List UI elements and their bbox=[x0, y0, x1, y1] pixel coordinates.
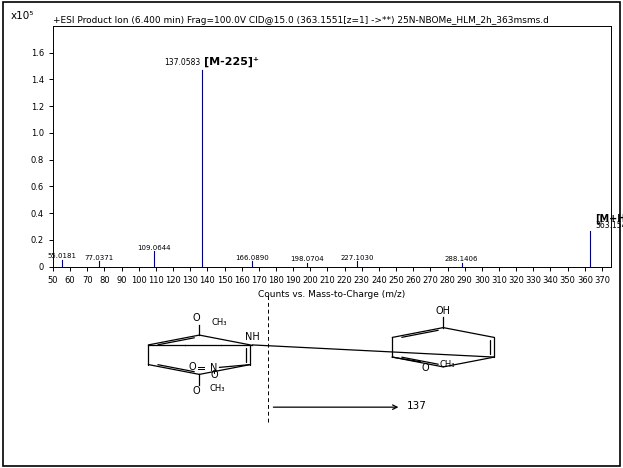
Text: 137: 137 bbox=[407, 401, 427, 411]
Text: 137.0583: 137.0583 bbox=[164, 58, 201, 67]
Text: 166.0890: 166.0890 bbox=[235, 255, 269, 261]
Text: 109.0644: 109.0644 bbox=[138, 245, 171, 251]
Text: 55.0181: 55.0181 bbox=[47, 253, 76, 259]
Text: O: O bbox=[421, 363, 429, 373]
X-axis label: Counts vs. Mass-to-Charge (m/z): Counts vs. Mass-to-Charge (m/z) bbox=[258, 290, 406, 300]
Text: 77.0371: 77.0371 bbox=[85, 255, 114, 261]
Text: CH₃: CH₃ bbox=[212, 318, 227, 328]
Text: 288.1406: 288.1406 bbox=[445, 256, 478, 263]
Text: O: O bbox=[193, 386, 201, 396]
Text: +ESI Product Ion (6.400 min) Frag=100.0V CID@15.0 (363.1551[z=1] ->**) 25N-NBOMe: +ESI Product Ion (6.400 min) Frag=100.0V… bbox=[53, 16, 549, 25]
Text: CH₃: CH₃ bbox=[209, 384, 225, 393]
Text: O: O bbox=[193, 314, 201, 323]
Text: O: O bbox=[189, 362, 196, 372]
Text: N: N bbox=[210, 363, 217, 373]
Text: [M+H]⁺: [M+H]⁺ bbox=[596, 214, 623, 224]
Text: 227.1030: 227.1030 bbox=[340, 255, 374, 261]
Text: [M-225]⁺: [M-225]⁺ bbox=[204, 57, 259, 67]
Text: 363.1549: 363.1549 bbox=[596, 221, 623, 230]
Text: 198.0704: 198.0704 bbox=[290, 256, 324, 262]
Text: CH₃: CH₃ bbox=[440, 360, 455, 369]
Text: NH: NH bbox=[245, 332, 259, 342]
Text: O: O bbox=[210, 371, 217, 380]
Text: OH: OH bbox=[435, 306, 451, 316]
Y-axis label: x10⁵: x10⁵ bbox=[11, 11, 34, 21]
